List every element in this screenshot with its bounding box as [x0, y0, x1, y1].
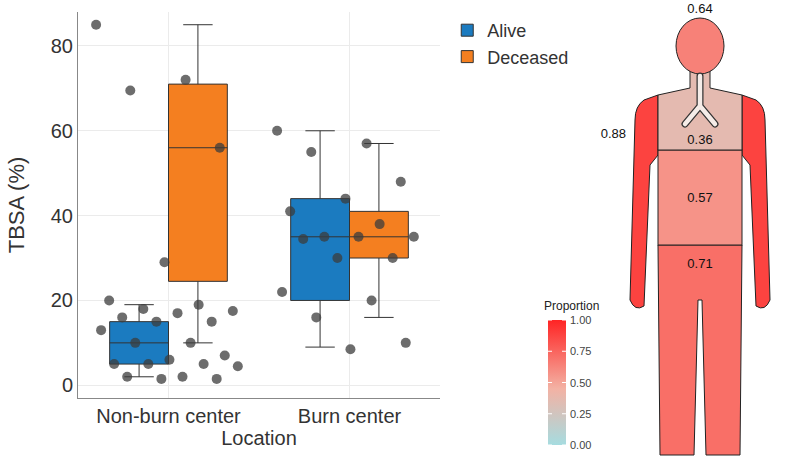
svg-text:TBSA (%): TBSA (%) [4, 157, 29, 254]
svg-text:80: 80 [51, 35, 73, 57]
svg-text:0.25: 0.25 [570, 408, 591, 420]
svg-text:0.75: 0.75 [570, 345, 591, 357]
svg-text:0: 0 [62, 374, 73, 396]
svg-text:0.36: 0.36 [687, 132, 712, 147]
svg-text:0.71: 0.71 [687, 256, 712, 271]
svg-text:1.00: 1.00 [570, 314, 591, 326]
svg-text:Deceased: Deceased [487, 48, 568, 68]
svg-text:Burn center: Burn center [298, 405, 402, 427]
svg-text:0.64: 0.64 [687, 1, 712, 16]
svg-text:Non-burn center: Non-burn center [96, 405, 241, 427]
svg-text:40: 40 [51, 205, 73, 227]
svg-text:0.88: 0.88 [601, 126, 626, 141]
svg-text:Alive: Alive [487, 21, 526, 41]
svg-text:0.00: 0.00 [570, 439, 591, 451]
svg-text:Proportion: Proportion [544, 299, 599, 313]
svg-text:Location: Location [221, 427, 297, 449]
svg-text:20: 20 [51, 289, 73, 311]
svg-text:60: 60 [51, 120, 73, 142]
svg-text:0.57: 0.57 [687, 190, 712, 205]
svg-text:0.50: 0.50 [570, 377, 591, 389]
